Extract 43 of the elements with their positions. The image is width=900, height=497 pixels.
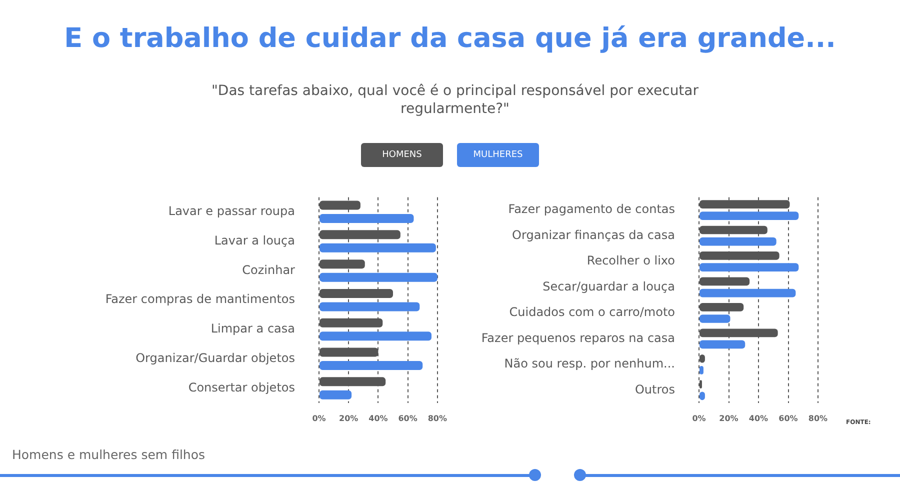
bar: [320, 243, 436, 252]
y-tick-label: Não sou resp. por nenhum...: [504, 356, 675, 371]
x-tick-label: 60%: [778, 414, 798, 423]
x-tick-label: 40%: [748, 414, 768, 423]
y-tick-label: Fazer pagamento de contas: [508, 202, 675, 216]
text: Homens e mulheres sem filhos: [12, 447, 205, 462]
bar: [700, 237, 776, 246]
chart-title: E o trabalho de cuidar da casa que já era grande...: [63, 23, 837, 55]
y-tick-label: Fazer pequenos reparos na casa: [481, 330, 675, 345]
y-tick-label: Cuidados com o carro/moto: [509, 305, 675, 320]
x-tick-label: 80%: [808, 414, 828, 423]
y-tick-label: Limpar a casa: [210, 322, 295, 336]
x-tick-label: 20%: [339, 414, 358, 423]
bar: [700, 288, 796, 298]
y-tick-label: Outros: [634, 382, 675, 396]
bar: [320, 214, 414, 224]
bar: [320, 332, 432, 341]
y-tick-label: Cozinhar: [242, 262, 296, 277]
text: HOMENS: [361, 143, 443, 167]
x-tick-label: 20%: [719, 414, 738, 423]
y-tick-label: Secar/guardar a louça: [542, 279, 675, 294]
y-tick-label: Fazer compras de mantimentos: [105, 292, 295, 306]
bar: [700, 212, 799, 220]
x-tick-label: 80%: [428, 414, 448, 423]
x-tick-label: 0%: [312, 414, 326, 423]
x-tick-label: 60%: [398, 414, 418, 423]
bar: [320, 272, 438, 282]
bar: [700, 314, 730, 323]
x-tick-label: 0%: [692, 414, 706, 423]
chart-subtitle: "Das tarefas abaixo, qual você é o principal responsável por executar regularmente?": [210, 82, 700, 118]
bar: [700, 263, 799, 272]
y-tick-label: Lavar a louça: [214, 233, 295, 248]
y-tick-label: Consertar objetos: [188, 380, 295, 394]
y-tick-label: Recolher o lixo: [586, 254, 675, 268]
y-tick-label: Lavar e passar roupa: [168, 204, 295, 218]
y-tick-label: Organizar/Guardar objetos: [136, 351, 295, 366]
x-tick-label: 40%: [368, 414, 388, 423]
text: MULHERES: [457, 143, 539, 167]
bar: [700, 340, 746, 349]
bar: [320, 302, 420, 312]
y-tick-label: Organizar finanças da casa: [512, 228, 675, 242]
bar: [320, 390, 352, 400]
bar: [320, 361, 423, 370]
